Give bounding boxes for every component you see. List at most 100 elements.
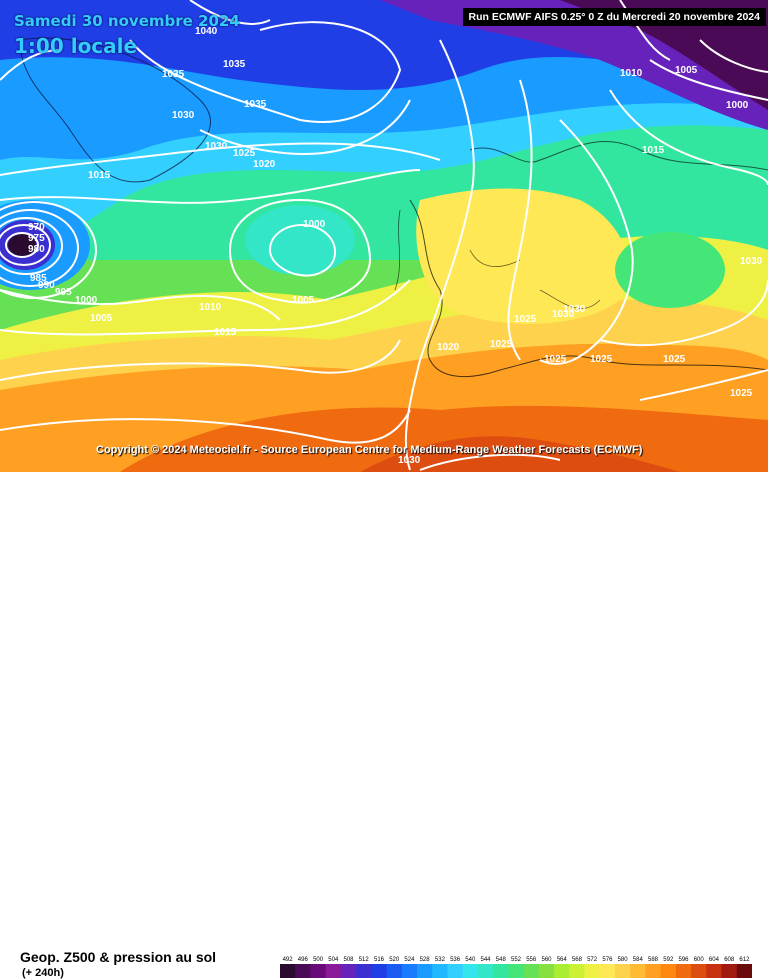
legend-swatch bbox=[615, 964, 631, 978]
isobar bbox=[609, 89, 768, 186]
legend-swatch bbox=[356, 964, 372, 978]
legend-swatch bbox=[447, 964, 464, 978]
isobar bbox=[699, 39, 768, 73]
legend-swatch bbox=[523, 964, 540, 978]
forecast-lead-time: (+ 240h) bbox=[22, 967, 64, 979]
legend-tick-label: 584 bbox=[633, 957, 644, 963]
legend-swatch bbox=[736, 964, 752, 978]
legend-swatch bbox=[538, 964, 555, 978]
map-title: Geop. Z500 & pression au sol bbox=[20, 949, 217, 965]
legend-tick-label: 580 bbox=[618, 957, 629, 963]
legend-swatch bbox=[569, 964, 585, 978]
isobar-label: 1030 bbox=[563, 304, 586, 315]
isobar-label: 1015 bbox=[642, 145, 665, 156]
isobar bbox=[0, 279, 411, 336]
isobar-lines bbox=[0, 0, 768, 471]
legend-tick-label: 520 bbox=[389, 957, 400, 963]
isobar-label: 1035 bbox=[162, 69, 185, 80]
legend-tick-label: 516 bbox=[374, 957, 385, 963]
color-scale-legend: 492 496 500 504 508 512 516 520 524 528 532 536 540 5… bbox=[280, 957, 752, 978]
isobar bbox=[599, 279, 768, 347]
legend-tick-label: 576 bbox=[602, 957, 613, 963]
legend-tick-label: 528 bbox=[420, 957, 431, 963]
isobar-label: 980 bbox=[28, 244, 45, 255]
legend-tick-label: 596 bbox=[678, 957, 689, 963]
isobar-label: 1025 bbox=[590, 354, 613, 365]
isobar-label: 1025 bbox=[490, 339, 513, 350]
isobar-label: 1000 bbox=[726, 100, 749, 111]
isobar bbox=[0, 409, 411, 444]
ridge-yellow bbox=[416, 188, 628, 324]
legend-swatch bbox=[630, 964, 646, 978]
isobar-label: 1025 bbox=[730, 388, 753, 399]
isobar-labels: 1040 1035 1035 1035 1030 1030 1025 1020 … bbox=[28, 26, 763, 466]
legend-tick-label: 612 bbox=[739, 957, 750, 963]
isobar bbox=[5, 232, 39, 258]
isobar-label: 1030 bbox=[552, 309, 575, 320]
legend-swatch bbox=[310, 964, 327, 978]
legend-tick-label: 524 bbox=[404, 957, 415, 963]
isobar-label: 1020 bbox=[253, 159, 276, 170]
legend-tick-label: 588 bbox=[648, 957, 659, 963]
isobar-label: 1005 bbox=[675, 65, 698, 76]
legend-swatch bbox=[554, 964, 570, 978]
isobar-label: 975 bbox=[28, 233, 45, 244]
legend-swatch bbox=[432, 964, 448, 978]
isobar-label: 1015 bbox=[214, 327, 237, 338]
low-core-purple bbox=[560, 0, 768, 110]
legend-swatch bbox=[721, 964, 738, 978]
legend-tick-label: 540 bbox=[465, 957, 476, 963]
legend-tick-label: 532 bbox=[435, 957, 446, 963]
legend-tick-label: 564 bbox=[557, 957, 568, 963]
pressure-map-svg: 1040 1035 1035 1035 1030 1030 1025 1020 … bbox=[0, 0, 768, 472]
isobar bbox=[0, 339, 401, 381]
greenland-coast bbox=[19, 37, 211, 183]
legend-tick-label: 500 bbox=[313, 957, 324, 963]
legend-swatch bbox=[340, 964, 357, 978]
legend-swatch bbox=[599, 964, 616, 978]
legend-swatch bbox=[706, 964, 722, 978]
isobar-label: 1005 bbox=[292, 295, 315, 306]
isobar-label: 1025 bbox=[544, 354, 567, 365]
legend-tick-label: 572 bbox=[587, 957, 598, 963]
isobar-label: 1025 bbox=[663, 354, 686, 365]
isobar bbox=[0, 209, 79, 287]
isobar-label: 1010 bbox=[199, 302, 222, 313]
legend-tick-label: 536 bbox=[450, 957, 461, 963]
isobar-label: 1035 bbox=[223, 59, 246, 70]
isobar bbox=[639, 369, 768, 401]
legend-swatch bbox=[584, 964, 601, 978]
legend-tick-label: 512 bbox=[359, 957, 370, 963]
copyright-notice: Copyright © 2024 Meteociel.fr - Source E… bbox=[96, 444, 643, 456]
isobar-label: 1015 bbox=[88, 170, 111, 181]
isobar bbox=[0, 49, 61, 81]
legend-tick-label: 504 bbox=[328, 957, 339, 963]
isobar bbox=[419, 453, 561, 471]
legend-tick-label: 600 bbox=[694, 957, 705, 963]
legend-tick-label: 492 bbox=[283, 957, 294, 963]
legend-tick-label: 548 bbox=[496, 957, 507, 963]
isobar-label: 1035 bbox=[244, 99, 267, 110]
forecast-time: 1:00 locale bbox=[14, 34, 138, 58]
legend-tick-label: 544 bbox=[480, 957, 491, 963]
legend-swatch bbox=[280, 964, 296, 978]
atlantic-low-teal bbox=[245, 205, 355, 275]
isobar-label: 970 bbox=[28, 222, 45, 233]
europe-coast bbox=[409, 199, 768, 378]
isobar-label: 1030 bbox=[172, 110, 195, 121]
legend-swatch bbox=[371, 964, 388, 978]
legend-swatch bbox=[493, 964, 509, 978]
legend-tick-label: 560 bbox=[541, 957, 552, 963]
isobar-label: 1000 bbox=[303, 219, 326, 230]
east-low-green bbox=[615, 232, 725, 308]
legend-swatch bbox=[401, 964, 418, 978]
map-footer: Geop. Z500 & pression au sol (+ 240h) 49… bbox=[0, 472, 768, 979]
legend-swatch bbox=[325, 964, 342, 978]
deep-low-center bbox=[8, 234, 36, 256]
legend-tick-label: 592 bbox=[663, 957, 674, 963]
legend-swatch bbox=[660, 964, 677, 978]
isobar-label: 995 bbox=[55, 287, 72, 298]
isobar bbox=[539, 119, 634, 365]
isobar bbox=[129, 21, 402, 123]
legend-tick-label: 604 bbox=[709, 957, 720, 963]
